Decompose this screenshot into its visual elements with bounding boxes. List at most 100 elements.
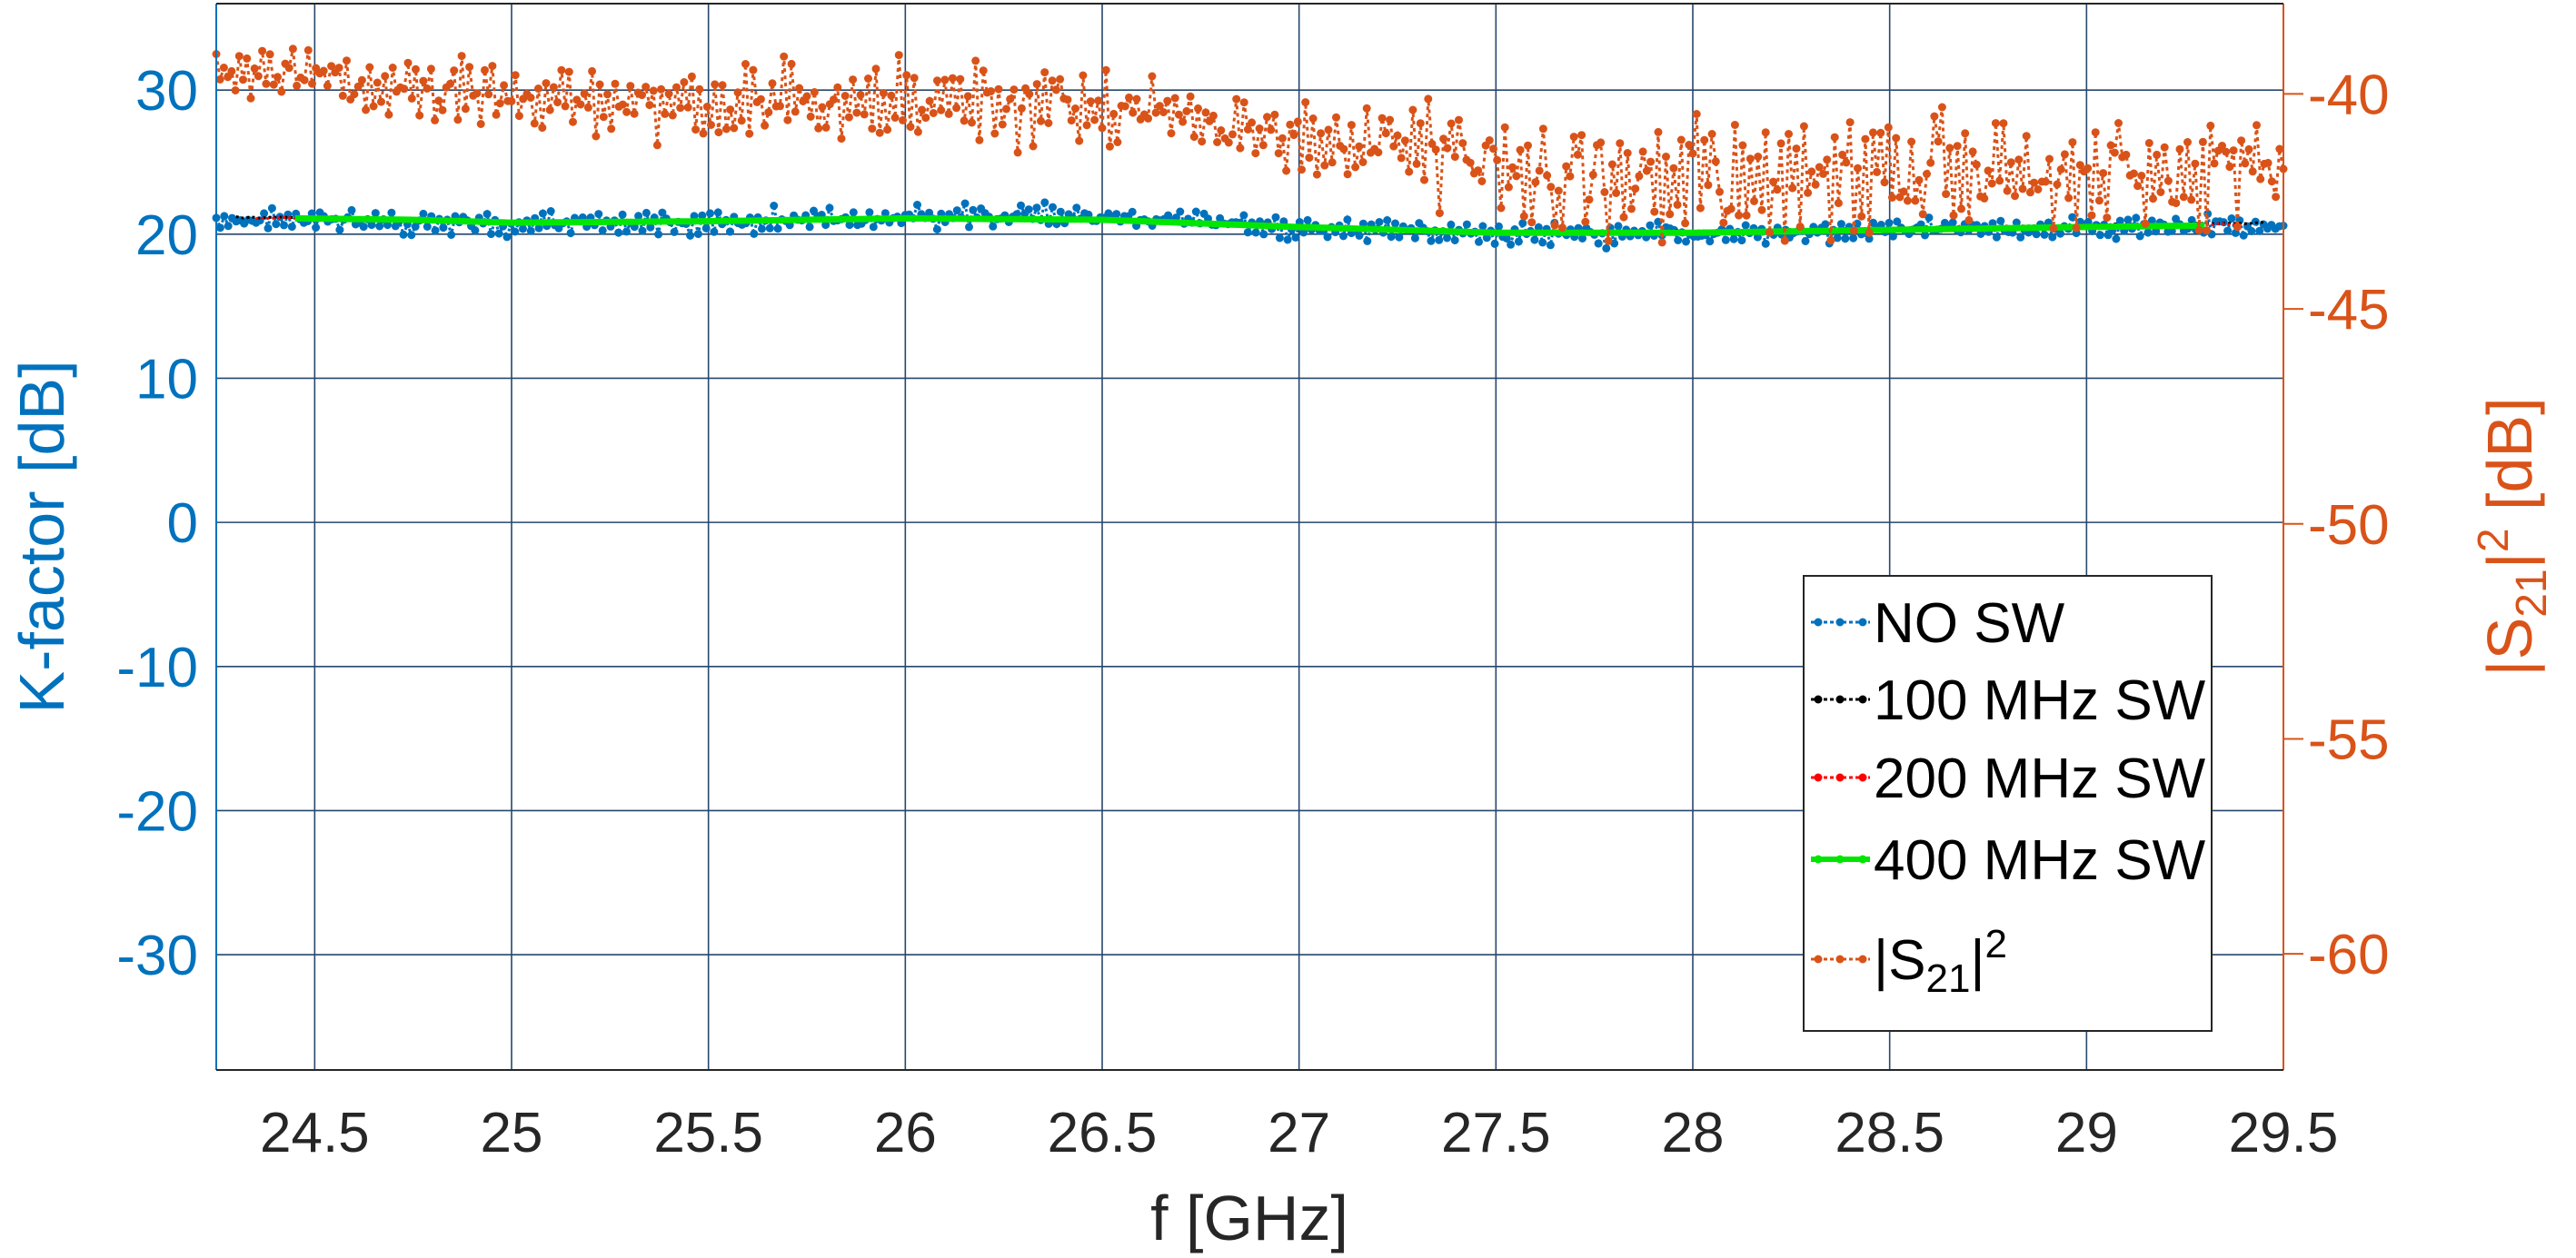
data-point bbox=[1051, 85, 1060, 94]
data-point bbox=[652, 141, 661, 150]
data-point bbox=[1984, 166, 1993, 175]
legend-marker bbox=[1858, 855, 1867, 864]
data-point bbox=[553, 98, 562, 107]
data-point bbox=[1888, 193, 1896, 202]
data-point bbox=[2223, 226, 2233, 235]
data-point bbox=[899, 115, 907, 124]
data-point bbox=[2194, 225, 2203, 234]
data-point bbox=[730, 124, 739, 133]
data-point bbox=[457, 52, 466, 61]
x-tick-label: 27.5 bbox=[1441, 1102, 1551, 1164]
data-point bbox=[592, 132, 601, 141]
data-point bbox=[1010, 85, 1019, 94]
data-point bbox=[362, 105, 371, 114]
data-point bbox=[2041, 177, 2050, 186]
data-point bbox=[300, 75, 309, 84]
data-point bbox=[906, 123, 915, 132]
data-point bbox=[1164, 211, 1173, 220]
series-|S21|^2 bbox=[212, 45, 2288, 247]
data-point bbox=[1765, 228, 1774, 237]
data-point bbox=[1328, 158, 1337, 167]
data-point bbox=[1682, 237, 1690, 246]
data-point bbox=[338, 91, 347, 100]
data-point bbox=[1378, 114, 1387, 123]
x-tick-label: 28 bbox=[1662, 1102, 1725, 1164]
data-point bbox=[507, 96, 516, 105]
data-point bbox=[1362, 104, 1371, 113]
data-point bbox=[269, 80, 278, 89]
data-point bbox=[2179, 193, 2188, 202]
data-point bbox=[1355, 142, 1364, 151]
data-point bbox=[1271, 213, 1280, 222]
data-point bbox=[2056, 229, 2064, 238]
data-point bbox=[1948, 218, 1957, 227]
data-point bbox=[381, 72, 390, 81]
data-point bbox=[1688, 149, 1697, 158]
data-point bbox=[2187, 195, 2196, 204]
y-left-tick-label: 20 bbox=[135, 204, 198, 267]
data-point bbox=[745, 129, 754, 138]
data-point bbox=[1976, 230, 1985, 238]
data-point bbox=[260, 209, 269, 218]
y-right-tick-label: -60 bbox=[2308, 924, 2390, 986]
data-point bbox=[1588, 170, 1597, 179]
data-point bbox=[661, 109, 670, 118]
data-point bbox=[913, 127, 922, 136]
data-point bbox=[1792, 144, 1801, 154]
legend-marker bbox=[1814, 955, 1823, 964]
data-point bbox=[721, 124, 731, 134]
legend-label: 100 MHz SW bbox=[1874, 669, 2206, 732]
data-point bbox=[1757, 205, 1766, 214]
data-point bbox=[1949, 211, 1958, 220]
data-point bbox=[1534, 223, 1543, 232]
data-point bbox=[695, 84, 704, 94]
data-point bbox=[1868, 128, 1877, 137]
data-point bbox=[1980, 193, 1989, 203]
data-point bbox=[267, 203, 276, 213]
data-point bbox=[1071, 104, 1079, 113]
data-point bbox=[871, 64, 880, 74]
data-point bbox=[412, 64, 420, 74]
data-point bbox=[2112, 234, 2121, 243]
data-point bbox=[293, 81, 302, 90]
data-point bbox=[2016, 233, 2025, 242]
data-point bbox=[1324, 125, 1333, 134]
data-point bbox=[2203, 226, 2212, 235]
data-point bbox=[2187, 215, 2196, 224]
data-point bbox=[2233, 223, 2242, 232]
data-point bbox=[1255, 124, 1264, 133]
data-point bbox=[367, 221, 376, 230]
data-point bbox=[564, 67, 573, 76]
data-point bbox=[2087, 211, 2096, 220]
data-point bbox=[1823, 155, 1832, 164]
x-tick-label: 29 bbox=[2055, 1102, 2118, 1164]
legend-item: 100 MHz SW bbox=[1811, 669, 2206, 732]
data-point bbox=[599, 113, 608, 122]
data-point bbox=[1761, 128, 1770, 137]
data-point bbox=[1504, 183, 1513, 192]
data-point bbox=[594, 210, 603, 219]
data-point bbox=[2256, 174, 2265, 183]
data-point bbox=[1547, 183, 1556, 192]
data-point bbox=[1573, 150, 1582, 159]
data-point bbox=[1519, 212, 1528, 221]
data-point bbox=[2267, 177, 2276, 186]
data-point bbox=[1410, 233, 1419, 243]
legend-marker bbox=[1858, 955, 1867, 964]
data-point bbox=[1412, 159, 1421, 168]
legend-marker bbox=[1814, 855, 1823, 864]
data-point bbox=[1903, 196, 1912, 205]
data-point bbox=[1420, 175, 1428, 184]
legend-box bbox=[1803, 575, 2213, 1032]
data-point bbox=[487, 230, 495, 239]
data-point bbox=[215, 223, 224, 233]
data-point bbox=[1347, 121, 1356, 130]
data-point bbox=[1834, 199, 1843, 208]
data-point bbox=[2222, 147, 2231, 156]
data-point bbox=[1780, 236, 1789, 245]
data-point bbox=[875, 128, 884, 137]
data-point bbox=[472, 89, 482, 98]
data-point bbox=[1063, 95, 1072, 104]
data-point bbox=[607, 124, 616, 134]
data-point bbox=[1037, 116, 1045, 125]
